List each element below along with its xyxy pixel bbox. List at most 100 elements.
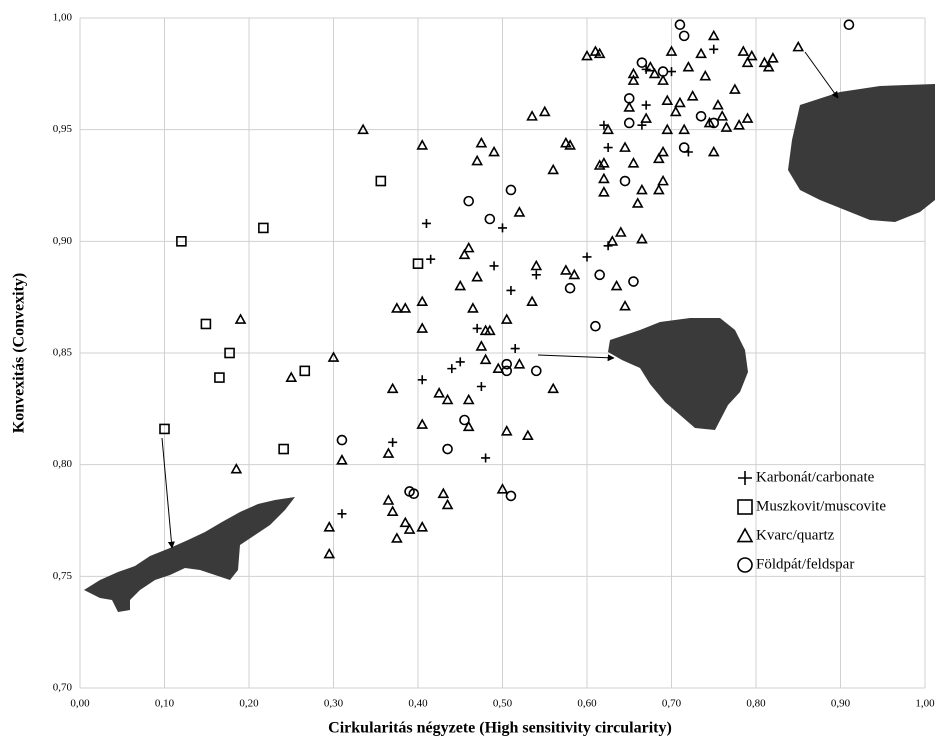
point xyxy=(844,20,853,29)
y-tick-label: 0,70 xyxy=(53,682,73,694)
point xyxy=(388,507,397,515)
point xyxy=(671,107,680,115)
x-tick-label: 0,50 xyxy=(493,698,513,710)
point xyxy=(747,51,756,59)
point xyxy=(595,270,604,279)
point xyxy=(464,422,473,430)
point xyxy=(401,518,410,526)
x-tick-label: 0,20 xyxy=(239,698,259,710)
point xyxy=(515,360,524,368)
point xyxy=(460,416,469,425)
point xyxy=(549,165,558,173)
point xyxy=(418,523,427,531)
point xyxy=(477,342,486,350)
point xyxy=(502,427,511,435)
points xyxy=(160,20,853,557)
point xyxy=(709,148,718,156)
point xyxy=(540,107,549,115)
point xyxy=(637,185,646,193)
point xyxy=(481,355,490,363)
point xyxy=(232,465,241,473)
point xyxy=(794,43,803,51)
point xyxy=(663,96,672,104)
point xyxy=(528,112,537,120)
point xyxy=(426,255,435,264)
point xyxy=(447,364,456,373)
point xyxy=(604,241,613,250)
point xyxy=(621,302,630,310)
y-tick-label: 0,80 xyxy=(53,458,73,470)
legend-symbol xyxy=(738,471,752,485)
arrow xyxy=(538,355,614,358)
point xyxy=(604,143,613,152)
point xyxy=(384,496,393,504)
x-tick-label: 0,70 xyxy=(662,698,682,710)
y-tick-label: 0,95 xyxy=(53,123,73,135)
point xyxy=(401,304,410,312)
point xyxy=(337,456,346,464)
point xyxy=(570,270,579,278)
point xyxy=(599,174,608,182)
point xyxy=(616,228,625,236)
arrow xyxy=(162,438,172,548)
point xyxy=(549,384,558,392)
y-tick-label: 1,00 xyxy=(53,12,73,24)
point xyxy=(259,223,268,232)
point xyxy=(675,20,684,29)
point xyxy=(418,141,427,149)
point xyxy=(768,54,777,62)
point xyxy=(388,384,397,392)
point xyxy=(591,322,600,331)
x-tick-label: 0,00 xyxy=(70,698,90,710)
x-tick-label: 1,00 xyxy=(915,698,935,710)
point xyxy=(418,420,427,428)
x-axis-label: Cirkularitás négyzete (High sensitivity … xyxy=(328,720,672,737)
point xyxy=(388,438,397,447)
point xyxy=(215,373,224,382)
point xyxy=(418,324,427,332)
point xyxy=(642,114,651,122)
point xyxy=(473,273,482,281)
point xyxy=(743,114,752,122)
point xyxy=(490,148,499,156)
point xyxy=(473,156,482,164)
point xyxy=(325,550,334,558)
point xyxy=(621,143,630,151)
point xyxy=(709,31,718,39)
point xyxy=(422,219,431,228)
point xyxy=(236,315,245,323)
point xyxy=(287,373,296,381)
point xyxy=(523,431,532,439)
point xyxy=(464,395,473,403)
y-axis-label: Konvexitás (Convexity) xyxy=(11,273,28,433)
point xyxy=(473,324,482,333)
point xyxy=(684,63,693,71)
point xyxy=(481,453,490,462)
grain-silhouette xyxy=(608,318,748,430)
point xyxy=(477,139,486,147)
legend-symbol xyxy=(738,529,752,542)
point xyxy=(532,366,541,375)
point xyxy=(697,112,706,121)
point xyxy=(642,101,651,110)
point xyxy=(625,118,634,127)
point xyxy=(675,98,684,106)
point xyxy=(511,344,520,353)
point xyxy=(201,319,210,328)
arrow xyxy=(805,52,838,98)
legend-label: Karbonát/carbonate xyxy=(756,469,875,485)
point xyxy=(599,188,608,196)
point xyxy=(625,103,634,111)
point xyxy=(502,315,511,323)
point xyxy=(739,47,748,55)
point xyxy=(718,112,727,120)
point xyxy=(502,360,511,369)
grain-silhouette xyxy=(788,84,935,222)
point xyxy=(680,31,689,40)
point xyxy=(485,215,494,224)
point xyxy=(709,45,718,54)
point xyxy=(325,523,334,531)
point xyxy=(528,297,537,305)
point xyxy=(637,58,646,67)
legend-label: Kvarc/quartz xyxy=(756,527,835,543)
